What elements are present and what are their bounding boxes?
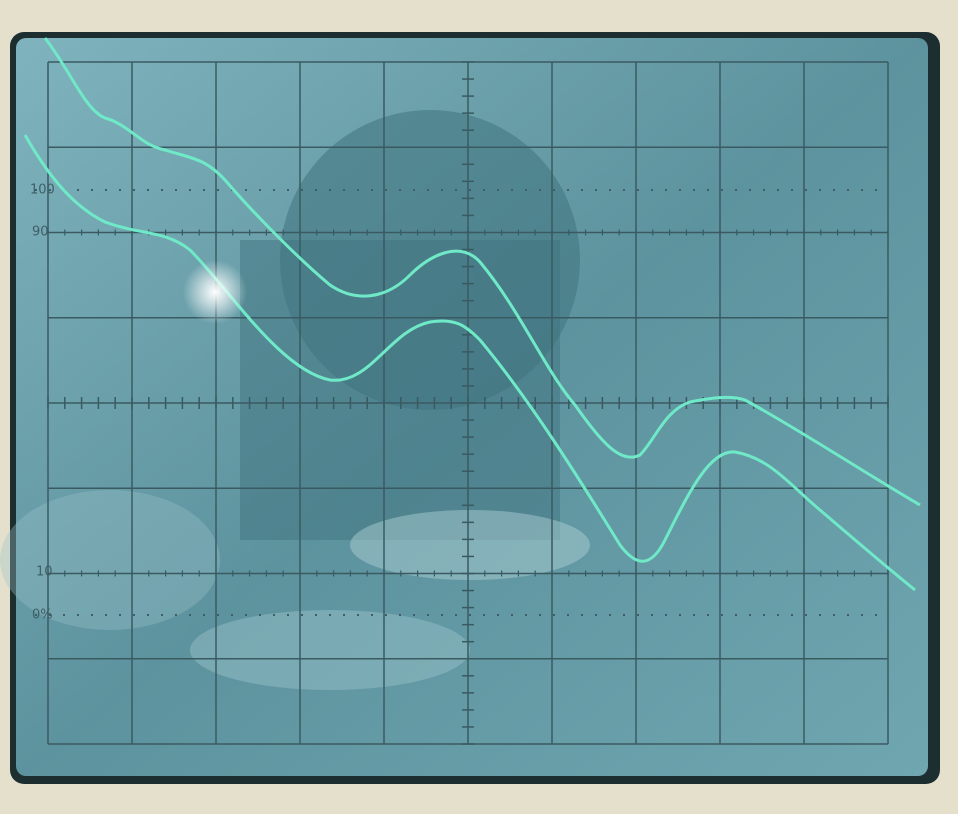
trace bbox=[43, 37, 921, 507]
graticule-label: 10 bbox=[36, 565, 53, 580]
reflection bbox=[350, 510, 590, 580]
glare bbox=[183, 260, 247, 324]
reflection bbox=[190, 610, 470, 690]
reflection bbox=[240, 240, 560, 540]
trace bbox=[23, 134, 916, 592]
graticule bbox=[47, 61, 889, 745]
graticule-label: 90 bbox=[32, 225, 49, 240]
graticule-label: 100 bbox=[30, 183, 55, 198]
reflection bbox=[0, 490, 220, 630]
graticule-label: 0% bbox=[32, 608, 53, 623]
